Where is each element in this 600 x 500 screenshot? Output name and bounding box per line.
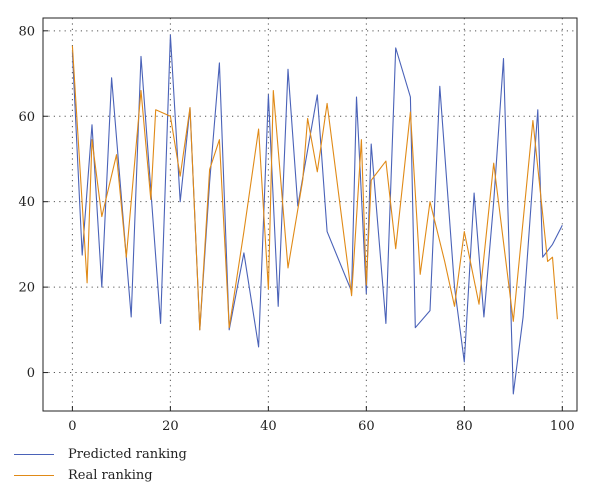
legend-item-real: Real ranking [14,465,187,485]
legend: Predicted ranking Real ranking [14,444,187,486]
legend-label-real: Real ranking [68,467,153,483]
plot-area-frame [42,17,578,412]
x-tick-label: 0 [68,419,76,434]
y-tick-label: 20 [18,281,35,296]
legend-swatch-predicted [14,453,54,455]
y-tick-label: 0 [27,366,35,381]
y-tick-label: 40 [18,195,35,210]
x-tick-label: 40 [260,419,277,434]
series-line-real [71,45,558,331]
legend-item-predicted: Predicted ranking [14,444,187,464]
legend-swatch-real [14,474,54,476]
axes: 0 20 40 60 80 100 0 20 40 60 80 [18,24,574,434]
series-layer [71,34,563,395]
grid [43,18,577,411]
series-line-predicted [71,34,563,395]
x-tick-label: 60 [358,419,375,434]
legend-label-predicted: Predicted ranking [68,446,187,462]
x-tick-label: 100 [550,419,575,434]
x-tick-label: 20 [162,419,179,434]
y-tick-label: 80 [18,24,35,39]
x-tick-label: 80 [456,419,473,434]
y-tick-label: 60 [18,110,35,125]
